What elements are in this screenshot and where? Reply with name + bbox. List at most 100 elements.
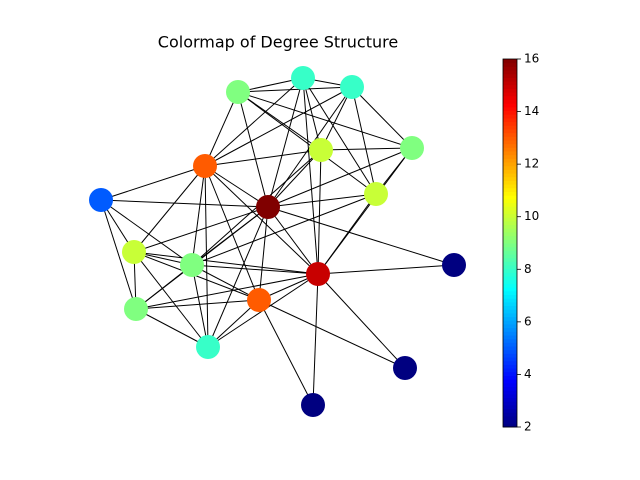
colorbar-segment — [503, 379, 517, 384]
node — [442, 253, 466, 277]
edge — [204, 77, 304, 167]
colorbar-tick-label: 16 — [524, 52, 539, 66]
node — [393, 356, 417, 380]
edge — [351, 86, 413, 149]
edge — [237, 86, 353, 93]
edges — [100, 77, 455, 406]
edge — [204, 165, 209, 348]
edge — [135, 308, 209, 348]
node — [89, 188, 113, 212]
colorbar-segment — [503, 191, 517, 196]
colorbar-segment — [503, 316, 517, 321]
node — [364, 182, 388, 206]
node — [124, 297, 148, 321]
edge — [100, 199, 193, 266]
node — [180, 253, 204, 277]
colorbar-segment — [503, 62, 517, 67]
edge — [237, 91, 413, 149]
colorbar-segment — [503, 66, 517, 71]
colorbar-segment — [503, 323, 517, 329]
edge — [133, 165, 206, 253]
colorbar-segment — [503, 151, 517, 156]
colorbar-segment — [503, 169, 517, 174]
edge — [302, 77, 377, 195]
colorbar-segment — [503, 162, 517, 167]
colorbar-segment — [503, 173, 517, 178]
edge — [133, 251, 209, 348]
colorbar-segment — [503, 401, 517, 406]
colorbar-segment — [503, 117, 517, 123]
colorbar-tick-label: 10 — [524, 209, 539, 223]
colorbar-segment — [503, 114, 517, 119]
colorbar-segment — [503, 309, 517, 314]
colorbar-segment — [503, 165, 517, 170]
node — [400, 136, 424, 160]
colorbar-segment — [503, 294, 517, 299]
colorbar-segment — [503, 298, 517, 303]
edge — [135, 299, 260, 310]
edge — [191, 165, 206, 266]
colorbar-tick-label: 8 — [524, 262, 532, 276]
colorbar-segment — [503, 287, 517, 292]
edge — [204, 91, 239, 167]
edge — [267, 77, 304, 208]
colorbar-segment — [503, 342, 517, 347]
colorbar-segment — [503, 184, 517, 189]
edge — [191, 193, 377, 266]
colorbar-segment — [503, 99, 517, 104]
colorbar-segment — [503, 357, 517, 362]
colorbar-segment — [503, 412, 517, 417]
colorbar-segment — [503, 290, 517, 296]
colorbar-segment — [503, 121, 517, 126]
colorbar-segment — [503, 206, 517, 211]
colorbar-segment — [503, 283, 517, 288]
colorbar-segment — [503, 180, 517, 185]
edge — [100, 199, 137, 310]
colorbar-segment — [503, 375, 517, 380]
colorbar-segment — [503, 139, 517, 145]
colorbar-segment — [503, 390, 517, 395]
colorbar-segment — [503, 73, 517, 78]
colorbar-segment — [503, 59, 517, 64]
colorbar-segment — [503, 261, 517, 266]
edge — [237, 91, 269, 208]
colorbar-segment — [503, 154, 517, 159]
colorbar-segment — [503, 231, 517, 237]
edge — [258, 206, 269, 301]
colorbar-segment — [503, 103, 517, 108]
colorbar-segment — [503, 265, 517, 270]
edge — [302, 77, 322, 151]
colorbar-segment — [503, 335, 517, 340]
node — [291, 66, 315, 90]
colorbar-segment — [503, 136, 517, 141]
edge — [100, 199, 269, 208]
colorbar-segment — [503, 320, 517, 325]
edge — [237, 91, 322, 151]
edge — [267, 149, 322, 208]
edge — [351, 86, 377, 195]
colorbar-segment — [503, 243, 517, 248]
colorbar-segment — [503, 257, 517, 262]
colorbar-segment — [503, 254, 517, 259]
colorbar-segment — [503, 250, 517, 255]
colorbar-tick-label: 12 — [524, 157, 539, 171]
colorbar-segment — [503, 404, 517, 410]
edge — [191, 264, 319, 275]
colorbar-segment — [503, 415, 517, 421]
colorbar-segment — [503, 95, 517, 100]
colorbar-segment — [503, 128, 517, 134]
colorbar-segment — [503, 423, 517, 428]
colorbar-segment — [503, 224, 517, 229]
edge — [267, 206, 319, 275]
edge — [191, 264, 209, 348]
colorbar-frame — [502, 58, 518, 428]
edge — [191, 264, 260, 301]
edge — [133, 251, 319, 275]
node — [193, 154, 217, 178]
edge — [317, 264, 455, 275]
edge — [302, 77, 319, 275]
edge — [267, 193, 377, 208]
colorbar-segment — [503, 305, 517, 310]
node — [340, 75, 364, 99]
colorbar-segment — [503, 360, 517, 365]
